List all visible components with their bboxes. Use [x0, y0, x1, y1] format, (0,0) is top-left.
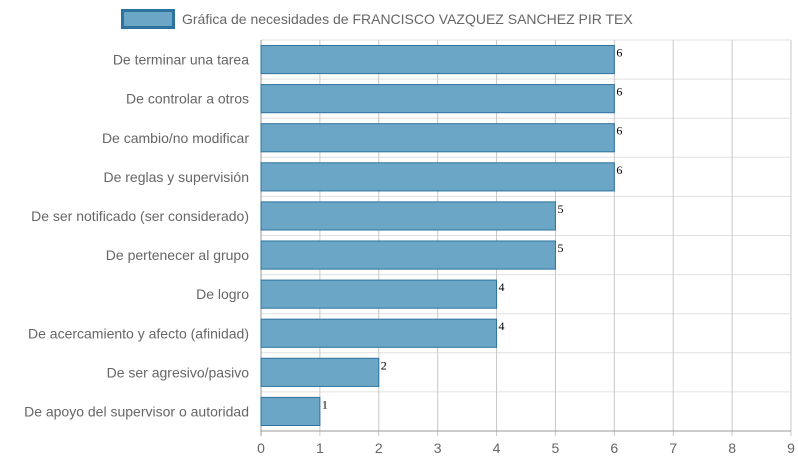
bar-value-label: 5: [557, 241, 563, 255]
bar-value-label: 5: [557, 202, 563, 216]
x-tick-label: 7: [669, 440, 677, 456]
bar[interactable]: [260, 240, 556, 270]
bar-value-label: 1: [322, 397, 328, 411]
x-tick-label: 0: [257, 440, 265, 456]
x-tick-label: 4: [493, 440, 501, 456]
x-tick-label: 6: [610, 440, 618, 456]
category-label: De ser notificado (ser considerado): [31, 208, 249, 224]
bar-value-label: 6: [616, 163, 622, 177]
category-label: De logro: [196, 286, 249, 302]
category-label: De cambio/no modificar: [102, 130, 249, 146]
bar[interactable]: [260, 201, 556, 231]
category-label: De pertenecer al grupo: [106, 247, 249, 263]
bar[interactable]: [260, 162, 615, 192]
x-tick-label: 8: [728, 440, 736, 456]
bar[interactable]: [260, 357, 380, 387]
bar-value-label: 6: [616, 124, 622, 138]
bar[interactable]: [260, 84, 615, 114]
x-tick-label: 9: [787, 440, 795, 456]
data-labels: 6 6 6 6 5 5 4 4 2 1: [322, 45, 622, 411]
bar-value-label: 6: [616, 85, 622, 99]
category-label: De acercamiento y afecto (afinidad): [28, 325, 249, 341]
x-tick-label: 3: [434, 440, 442, 456]
x-axis-ticks: 0 1 2 3 4 5 6 7 8 9: [257, 440, 795, 456]
category-labels: De terminar una tarea De controlar a otro…: [24, 52, 249, 420]
x-tick-label: 1: [316, 440, 324, 456]
category-label: De terminar una tarea: [113, 52, 249, 68]
bar-value-label: 2: [381, 358, 387, 372]
bar[interactable]: [260, 396, 321, 427]
bars: [260, 44, 615, 427]
legend-swatch: [121, 9, 175, 29]
x-tick-label: 2: [375, 440, 383, 456]
category-label: De ser agresivo/pasivo: [107, 364, 250, 380]
bar-value-label: 4: [499, 280, 505, 294]
bar-value-label: 4: [499, 319, 505, 333]
bar[interactable]: [260, 123, 615, 153]
bar-value-label: 6: [616, 45, 622, 59]
bar[interactable]: [260, 279, 498, 309]
chart-legend[interactable]: Gráfica de necesidades de FRANCISCO VAZQ…: [121, 8, 633, 30]
category-label: De reglas y supervisión: [103, 169, 249, 185]
bar[interactable]: [260, 318, 498, 348]
category-label: De apoyo del supervisor o autoridad: [24, 403, 249, 419]
legend-label: Gráfica de necesidades de FRANCISCO VAZQ…: [182, 11, 633, 27]
x-tick-label: 5: [552, 440, 560, 456]
category-label: De controlar a otros: [126, 91, 249, 107]
bar[interactable]: [260, 44, 615, 75]
